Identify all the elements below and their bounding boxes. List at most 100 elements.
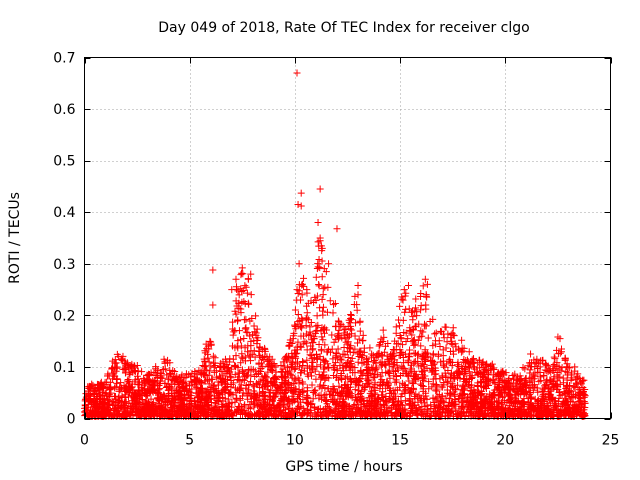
data-point [105, 372, 113, 380]
data-point [405, 352, 413, 360]
data-point [232, 352, 240, 360]
data-point [97, 378, 105, 386]
data-point [422, 350, 430, 358]
data-point [354, 281, 362, 289]
data-point [222, 383, 230, 391]
data-point [458, 395, 466, 403]
data-point [292, 325, 300, 333]
data-point [256, 383, 264, 391]
data-point [511, 387, 519, 395]
data-point [530, 375, 538, 383]
data-point [405, 281, 413, 289]
data-point [559, 374, 567, 382]
data-point [451, 392, 459, 400]
data-point [185, 391, 193, 399]
data-point [209, 352, 217, 360]
data-point [203, 376, 211, 384]
data-point [538, 357, 546, 365]
data-point [143, 385, 151, 393]
data-point [204, 350, 212, 358]
data-point [323, 411, 331, 419]
data-point [270, 375, 278, 383]
data-point [269, 402, 277, 410]
data-point [475, 356, 483, 364]
data-point [514, 410, 522, 418]
data-point [87, 384, 95, 392]
data-point [305, 408, 313, 416]
data-point [442, 323, 450, 331]
y-tick-label: 0.1 [53, 360, 75, 376]
data-point [300, 387, 308, 395]
data-point [216, 405, 224, 413]
data-point [387, 409, 395, 417]
data-point [549, 406, 557, 414]
data-point [563, 398, 571, 406]
data-point [412, 304, 420, 312]
data-point [129, 411, 137, 419]
data-point [379, 393, 387, 401]
data-point [432, 405, 440, 413]
data-point [232, 389, 240, 397]
data-point [152, 404, 160, 412]
data-point [423, 280, 431, 288]
data-point [449, 324, 457, 332]
data-point [406, 346, 414, 354]
data-point [226, 355, 234, 363]
data-point [463, 405, 471, 413]
data-point [155, 386, 163, 394]
data-point [509, 372, 517, 380]
data-point [459, 347, 467, 355]
data-point [353, 306, 361, 314]
data-point [237, 359, 245, 367]
data-point [356, 327, 364, 335]
data-point [129, 399, 137, 407]
data-point [122, 361, 130, 369]
data-point [408, 331, 416, 339]
data-point [525, 384, 533, 392]
data-point [300, 274, 308, 282]
data-point [454, 381, 462, 389]
data-point [381, 348, 389, 356]
data-point [545, 384, 553, 392]
data-point [517, 384, 525, 392]
data-point [334, 345, 342, 353]
data-point [244, 275, 252, 283]
data-point [507, 398, 515, 406]
data-point [386, 353, 394, 361]
y-tick-label: 0.3 [53, 257, 75, 273]
data-point [488, 392, 496, 400]
data-point [406, 326, 414, 334]
data-point [535, 359, 543, 367]
data-point [94, 405, 102, 413]
data-point [540, 382, 548, 390]
data-point [114, 399, 122, 407]
data-point [224, 395, 232, 403]
data-point [356, 317, 364, 325]
data-point [193, 385, 201, 393]
data-point [197, 384, 205, 392]
x-tick-label: 15 [391, 433, 409, 449]
data-point [203, 401, 211, 409]
data-point [438, 392, 446, 400]
data-point [150, 382, 158, 390]
data-point [112, 375, 120, 383]
data-point [314, 321, 322, 329]
data-point [422, 392, 430, 400]
data-point [570, 410, 578, 418]
data-point [508, 399, 516, 407]
data-point [421, 275, 429, 283]
data-point [325, 364, 333, 372]
data-point [480, 368, 488, 376]
data-point [348, 326, 356, 334]
data-point [436, 343, 444, 351]
data-point [294, 358, 302, 366]
data-point [112, 367, 120, 375]
data-point [146, 378, 154, 386]
data-point [242, 411, 250, 419]
data-point [437, 327, 445, 335]
data-point [141, 411, 149, 419]
data-point [486, 404, 494, 412]
data-point [437, 397, 445, 405]
data-point [244, 412, 252, 420]
